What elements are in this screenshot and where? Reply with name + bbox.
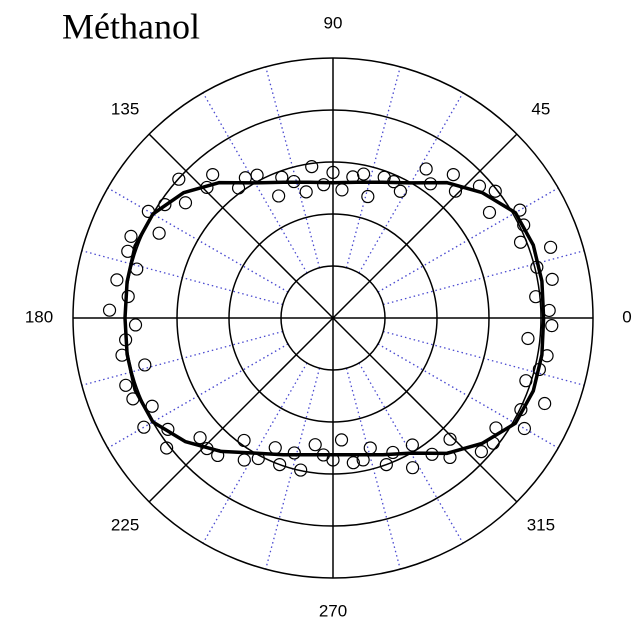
data-point xyxy=(474,445,488,459)
data-point xyxy=(519,374,533,388)
data-point xyxy=(326,165,340,179)
data-point xyxy=(379,457,393,472)
data-point xyxy=(538,396,552,411)
data-point xyxy=(237,433,251,448)
data-point xyxy=(268,441,282,455)
data-point xyxy=(110,273,124,287)
data-point xyxy=(334,433,349,447)
data-point xyxy=(160,441,174,455)
data-point xyxy=(361,189,375,204)
angle-label: 270 xyxy=(319,601,347,620)
data-point xyxy=(152,226,166,240)
spoke xyxy=(332,133,518,319)
data-point xyxy=(294,463,308,477)
data-point xyxy=(272,189,286,203)
spoke xyxy=(332,317,518,503)
data-point xyxy=(137,420,151,434)
data-point xyxy=(206,167,220,182)
spoke xyxy=(148,317,334,503)
data-point xyxy=(405,438,419,452)
data-point xyxy=(446,167,460,182)
data-point xyxy=(393,184,407,198)
data-point xyxy=(545,319,559,333)
angle-label: 0 xyxy=(622,307,631,326)
data-point xyxy=(308,438,322,452)
data-point xyxy=(193,431,207,445)
data-point xyxy=(119,378,133,392)
data-point xyxy=(145,399,159,413)
data-point xyxy=(363,441,377,455)
data-point xyxy=(273,457,287,472)
data-point xyxy=(405,461,420,475)
data-point xyxy=(178,196,193,210)
data-point xyxy=(305,160,319,174)
data-point xyxy=(482,205,497,220)
data-point xyxy=(124,229,138,243)
data-point xyxy=(102,303,117,317)
data-point xyxy=(317,178,331,192)
chart-title: Méthanol xyxy=(62,6,200,46)
data-point xyxy=(172,172,186,186)
data-point xyxy=(335,183,349,197)
angle-label: 45 xyxy=(531,100,550,119)
fit-curve xyxy=(123,180,546,457)
data-point xyxy=(287,446,301,460)
data-point xyxy=(346,456,360,470)
data-point xyxy=(517,421,531,436)
angle-label: 135 xyxy=(111,100,139,119)
data-point xyxy=(299,185,313,199)
data-point xyxy=(513,235,528,249)
spoke xyxy=(148,133,334,319)
data-point xyxy=(419,162,433,176)
angle-label: 225 xyxy=(111,515,139,534)
data-point xyxy=(356,167,371,181)
angle-label: 90 xyxy=(324,13,343,32)
data-point xyxy=(158,197,172,212)
data-point xyxy=(443,432,457,446)
data-point xyxy=(544,240,558,254)
data-point xyxy=(128,318,143,332)
data-point xyxy=(237,453,251,467)
data-point xyxy=(488,184,502,198)
angle-label: 315 xyxy=(527,515,555,534)
data-point xyxy=(521,331,535,346)
data-point xyxy=(138,358,152,372)
data-point xyxy=(250,168,264,182)
data-point xyxy=(545,272,559,286)
angle-label: 180 xyxy=(25,307,53,326)
